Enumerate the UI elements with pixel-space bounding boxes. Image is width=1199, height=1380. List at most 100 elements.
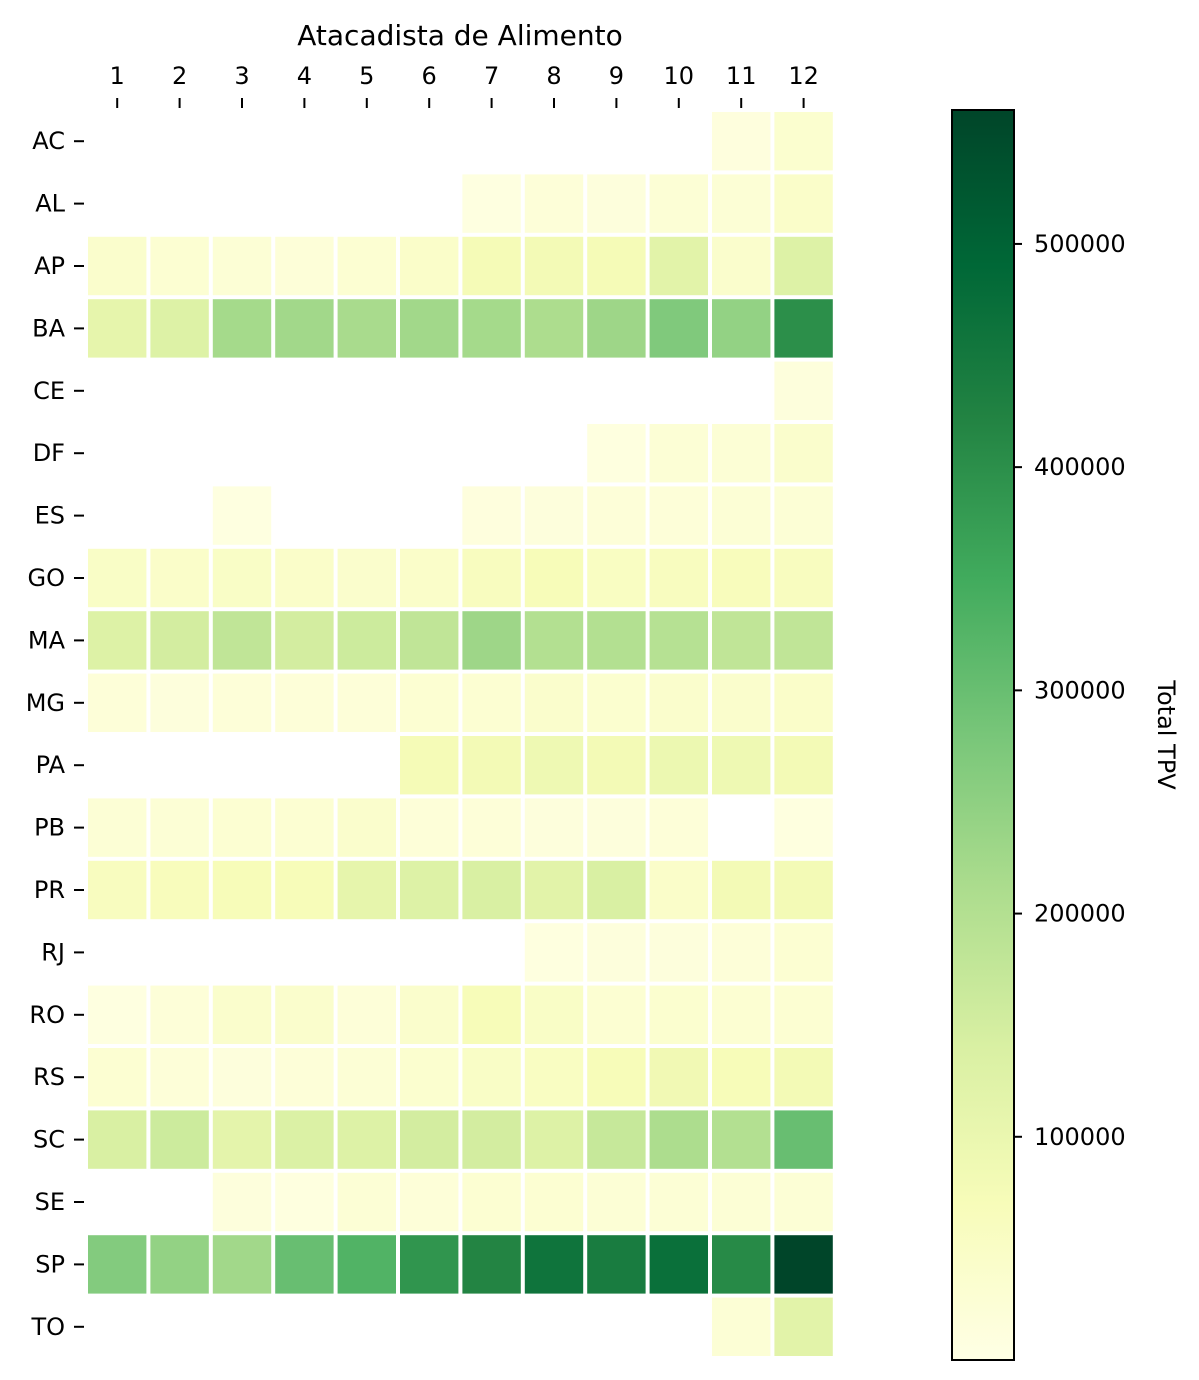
heatmap-cell (774, 611, 833, 670)
heatmap-cell (587, 611, 646, 670)
heatmap-cell (524, 985, 584, 1044)
heatmap-cell (649, 923, 708, 982)
heatmap-cell (462, 236, 521, 296)
y-tick-label: ES (35, 502, 65, 530)
heatmap-cell (774, 112, 833, 171)
heatmap-cell (774, 486, 833, 545)
y-tick-label: RJ (41, 938, 65, 966)
heatmap-cell (275, 1235, 334, 1294)
x-tick-label: 10 (664, 62, 695, 90)
heatmap-cell (88, 798, 147, 857)
x-tick-label: 1 (110, 62, 125, 90)
y-tick-label: RO (29, 1001, 65, 1029)
heatmap-cell (712, 673, 771, 732)
heatmap-cell (400, 1235, 459, 1294)
heatmap-cell (275, 1172, 334, 1232)
heatmap-cell (587, 299, 646, 358)
heatmap-cell (774, 985, 833, 1044)
heatmap-cell (462, 611, 521, 670)
heatmap-cell (275, 299, 334, 358)
heatmap-cell (649, 673, 708, 732)
y-tick-label: AC (32, 127, 65, 155)
heatmap-cell (150, 1235, 209, 1294)
heatmap-cell (88, 1048, 147, 1107)
heatmap-cell (337, 798, 396, 857)
heatmap-cell (400, 1110, 459, 1169)
heatmap-cell (649, 985, 708, 1044)
heatmap-cell (774, 1172, 833, 1232)
heatmap-cell (462, 736, 521, 795)
heatmap-cell (649, 1110, 708, 1169)
heatmap-cell (462, 860, 521, 920)
heatmap-cell (212, 1048, 272, 1107)
y-tick-label: GO (28, 564, 66, 592)
heatmap-cell (774, 236, 833, 296)
heatmap-cell (275, 673, 334, 732)
heatmap-cell (774, 923, 833, 982)
heatmap-cell (587, 1110, 646, 1169)
heatmap-cell (649, 236, 708, 296)
heatmap-cell (712, 985, 771, 1044)
heatmap-cell (88, 1235, 147, 1294)
x-tick-label: 4 (297, 62, 312, 90)
heatmap-cell (774, 1235, 833, 1294)
heatmap-cell (587, 1172, 646, 1232)
colorbar-label: Total TPV (1152, 679, 1180, 790)
heatmap-cell (462, 1110, 521, 1169)
heatmap-cell (150, 985, 209, 1044)
heatmap-cell (587, 174, 646, 233)
y-tick-label: SC (33, 1126, 65, 1154)
heatmap-cell (400, 1048, 459, 1107)
x-tick-label: 6 (422, 62, 437, 90)
y-tick-label: PB (34, 814, 65, 842)
heatmap-cell (649, 174, 708, 233)
heatmap-cell (337, 611, 396, 670)
heatmap-cell (774, 361, 833, 420)
heatmap-cell (587, 236, 646, 296)
colorbar-tick-label: 400000 (1034, 453, 1126, 481)
heatmap-cell (400, 860, 459, 920)
y-tick-label: SP (35, 1250, 65, 1278)
heatmap-cell (462, 174, 521, 233)
y-tick-label: AP (34, 252, 65, 280)
heatmap-cell (712, 611, 771, 670)
heatmap-cell (774, 424, 833, 483)
heatmap-cell (150, 1110, 209, 1169)
heatmap-cell (88, 611, 147, 670)
heatmap-cell (587, 736, 646, 795)
heatmap-cell (587, 673, 646, 732)
heatmap-cell (649, 486, 708, 545)
heatmap-cell (88, 673, 147, 732)
heatmap-cell (88, 548, 147, 608)
heatmap-cell (462, 673, 521, 732)
heatmap-cell (712, 486, 771, 545)
heatmap-cell (212, 611, 272, 670)
heatmap-cell (212, 1110, 272, 1169)
x-tick-label: 7 (484, 62, 499, 90)
y-tick-label: MG (26, 689, 65, 717)
heatmap-cell (275, 1110, 334, 1169)
heatmap-cell (88, 299, 147, 358)
heatmap-cell (587, 548, 646, 608)
heatmap-cell (150, 673, 209, 732)
heatmap-cell (524, 236, 584, 296)
heatmap-cell (400, 299, 459, 358)
heatmap-cell (649, 424, 708, 483)
heatmap-cell (524, 860, 584, 920)
heatmap-cell (774, 736, 833, 795)
colorbar-tick-label: 100000 (1034, 1123, 1126, 1151)
heatmap-cell (212, 798, 272, 857)
colorbar-ticks: 100000 200000 300000 400000 500000 (1014, 230, 1126, 1151)
heatmap-cell (337, 985, 396, 1044)
heatmap-cell (88, 1110, 147, 1169)
heatmap-cell (337, 299, 396, 358)
heatmap-cell (774, 1297, 833, 1356)
colorbar-tick-label: 200000 (1034, 900, 1126, 928)
heatmap-cell (712, 1110, 771, 1169)
heatmap-cell (400, 985, 459, 1044)
heatmap-cell (462, 299, 521, 358)
heatmap-cell (587, 424, 646, 483)
y-tick-label: PR (34, 876, 65, 904)
heatmap-cell (712, 923, 771, 982)
